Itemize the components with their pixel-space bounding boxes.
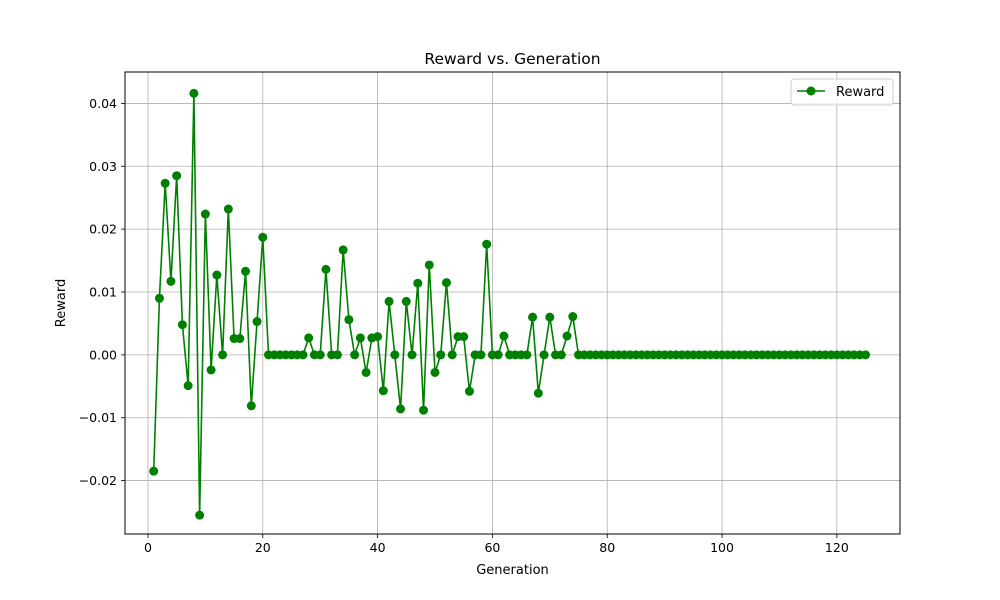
data-point bbox=[235, 334, 244, 343]
y-axis-label: Reward bbox=[54, 279, 69, 327]
data-point bbox=[298, 350, 307, 359]
data-point bbox=[431, 368, 440, 377]
data-point bbox=[379, 386, 388, 395]
data-point bbox=[408, 350, 417, 359]
data-point bbox=[448, 350, 457, 359]
y-tick-label: −0.01 bbox=[79, 410, 117, 425]
legend: Reward bbox=[791, 79, 893, 105]
data-point bbox=[540, 350, 549, 359]
data-point bbox=[476, 350, 485, 359]
data-point bbox=[396, 404, 405, 413]
data-point bbox=[166, 277, 175, 286]
data-point bbox=[522, 350, 531, 359]
data-point bbox=[385, 297, 394, 306]
data-point bbox=[402, 297, 411, 306]
data-point bbox=[861, 350, 870, 359]
y-tick-label: 0.03 bbox=[89, 159, 117, 174]
data-point bbox=[373, 332, 382, 341]
x-tick-label: 40 bbox=[370, 540, 386, 555]
chart-title: Reward vs. Generation bbox=[424, 50, 600, 68]
y-tick-label: 0.01 bbox=[89, 285, 117, 300]
data-point bbox=[304, 333, 313, 342]
data-point bbox=[333, 350, 342, 359]
data-point bbox=[172, 171, 181, 180]
data-point bbox=[465, 387, 474, 396]
x-tick-label: 80 bbox=[599, 540, 615, 555]
y-tick-label: 0.04 bbox=[89, 96, 117, 111]
data-point bbox=[499, 332, 508, 341]
data-point bbox=[390, 350, 399, 359]
x-tick-label: 60 bbox=[484, 540, 500, 555]
data-point bbox=[528, 313, 537, 322]
data-point bbox=[189, 89, 198, 98]
data-point bbox=[557, 350, 566, 359]
data-point bbox=[207, 365, 216, 374]
x-tick-label: 120 bbox=[825, 540, 849, 555]
data-point bbox=[224, 205, 233, 214]
data-point bbox=[178, 320, 187, 329]
data-point bbox=[356, 333, 365, 342]
data-point bbox=[253, 317, 262, 326]
y-tick-label: −0.02 bbox=[79, 473, 117, 488]
data-point bbox=[494, 350, 503, 359]
data-point bbox=[195, 511, 204, 520]
data-point bbox=[344, 315, 353, 324]
data-point bbox=[247, 401, 256, 410]
data-point bbox=[568, 312, 577, 321]
data-point bbox=[321, 265, 330, 274]
data-point bbox=[419, 406, 428, 415]
y-tick-label: 0.00 bbox=[89, 347, 117, 362]
y-tick-label: 0.02 bbox=[89, 222, 117, 237]
data-point bbox=[459, 332, 468, 341]
data-point bbox=[534, 389, 543, 398]
data-point bbox=[258, 233, 267, 242]
data-point bbox=[436, 350, 445, 359]
data-point bbox=[563, 332, 572, 341]
data-point bbox=[545, 313, 554, 322]
legend-marker bbox=[807, 87, 816, 96]
data-point bbox=[482, 240, 491, 249]
data-point bbox=[201, 210, 210, 219]
data-point bbox=[241, 267, 250, 276]
data-point bbox=[442, 278, 451, 287]
x-axis-label: Generation bbox=[476, 563, 549, 578]
x-tick-label: 0 bbox=[144, 540, 152, 555]
x-tick-label: 20 bbox=[255, 540, 271, 555]
data-point bbox=[161, 179, 170, 188]
data-point bbox=[362, 368, 371, 377]
data-point bbox=[212, 271, 221, 280]
data-point bbox=[184, 381, 193, 390]
data-point bbox=[316, 350, 325, 359]
data-point bbox=[149, 467, 158, 476]
data-point bbox=[155, 294, 164, 303]
data-point bbox=[339, 245, 348, 254]
data-point bbox=[218, 350, 227, 359]
data-point bbox=[350, 350, 359, 359]
legend-label: Reward bbox=[836, 85, 884, 100]
data-point bbox=[413, 279, 422, 288]
x-tick-label: 100 bbox=[710, 540, 734, 555]
data-point bbox=[425, 260, 434, 269]
